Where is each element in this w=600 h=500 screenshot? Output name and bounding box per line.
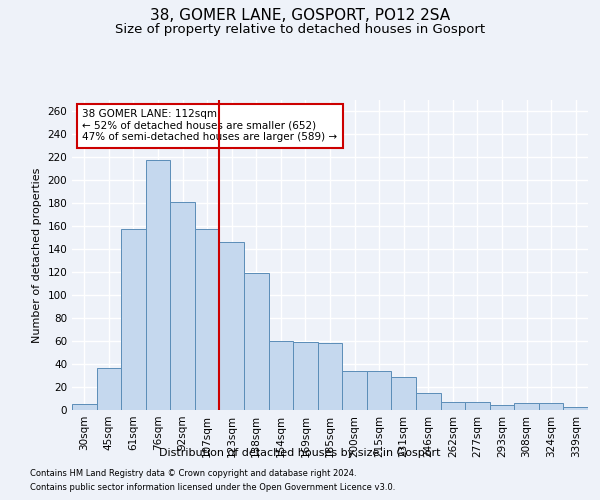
Bar: [121, 228, 146, 410]
Bar: [490, 406, 514, 410]
Y-axis label: Number of detached properties: Number of detached properties: [32, 168, 42, 342]
Text: Distribution of detached houses by size in Gosport: Distribution of detached houses by size …: [159, 448, 441, 458]
Text: Size of property relative to detached houses in Gosport: Size of property relative to detached ho…: [115, 22, 485, 36]
Bar: [514, 403, 539, 410]
Bar: [72, 404, 97, 410]
Bar: [563, 406, 588, 410]
Bar: [220, 242, 244, 410]
Bar: [440, 402, 465, 410]
Bar: [170, 202, 195, 410]
Bar: [269, 341, 293, 410]
Bar: [97, 368, 121, 410]
Bar: [342, 371, 367, 410]
Text: 38 GOMER LANE: 112sqm
← 52% of detached houses are smaller (652)
47% of semi-det: 38 GOMER LANE: 112sqm ← 52% of detached …: [82, 110, 337, 142]
Bar: [539, 403, 563, 410]
Bar: [416, 393, 440, 410]
Bar: [146, 160, 170, 410]
Bar: [293, 342, 318, 410]
Bar: [318, 344, 342, 410]
Bar: [244, 274, 269, 410]
Bar: [465, 402, 490, 410]
Text: Contains HM Land Registry data © Crown copyright and database right 2024.: Contains HM Land Registry data © Crown c…: [30, 468, 356, 477]
Text: 38, GOMER LANE, GOSPORT, PO12 2SA: 38, GOMER LANE, GOSPORT, PO12 2SA: [150, 8, 450, 22]
Bar: [195, 228, 220, 410]
Bar: [391, 376, 416, 410]
Text: Contains public sector information licensed under the Open Government Licence v3: Contains public sector information licen…: [30, 484, 395, 492]
Bar: [367, 371, 391, 410]
